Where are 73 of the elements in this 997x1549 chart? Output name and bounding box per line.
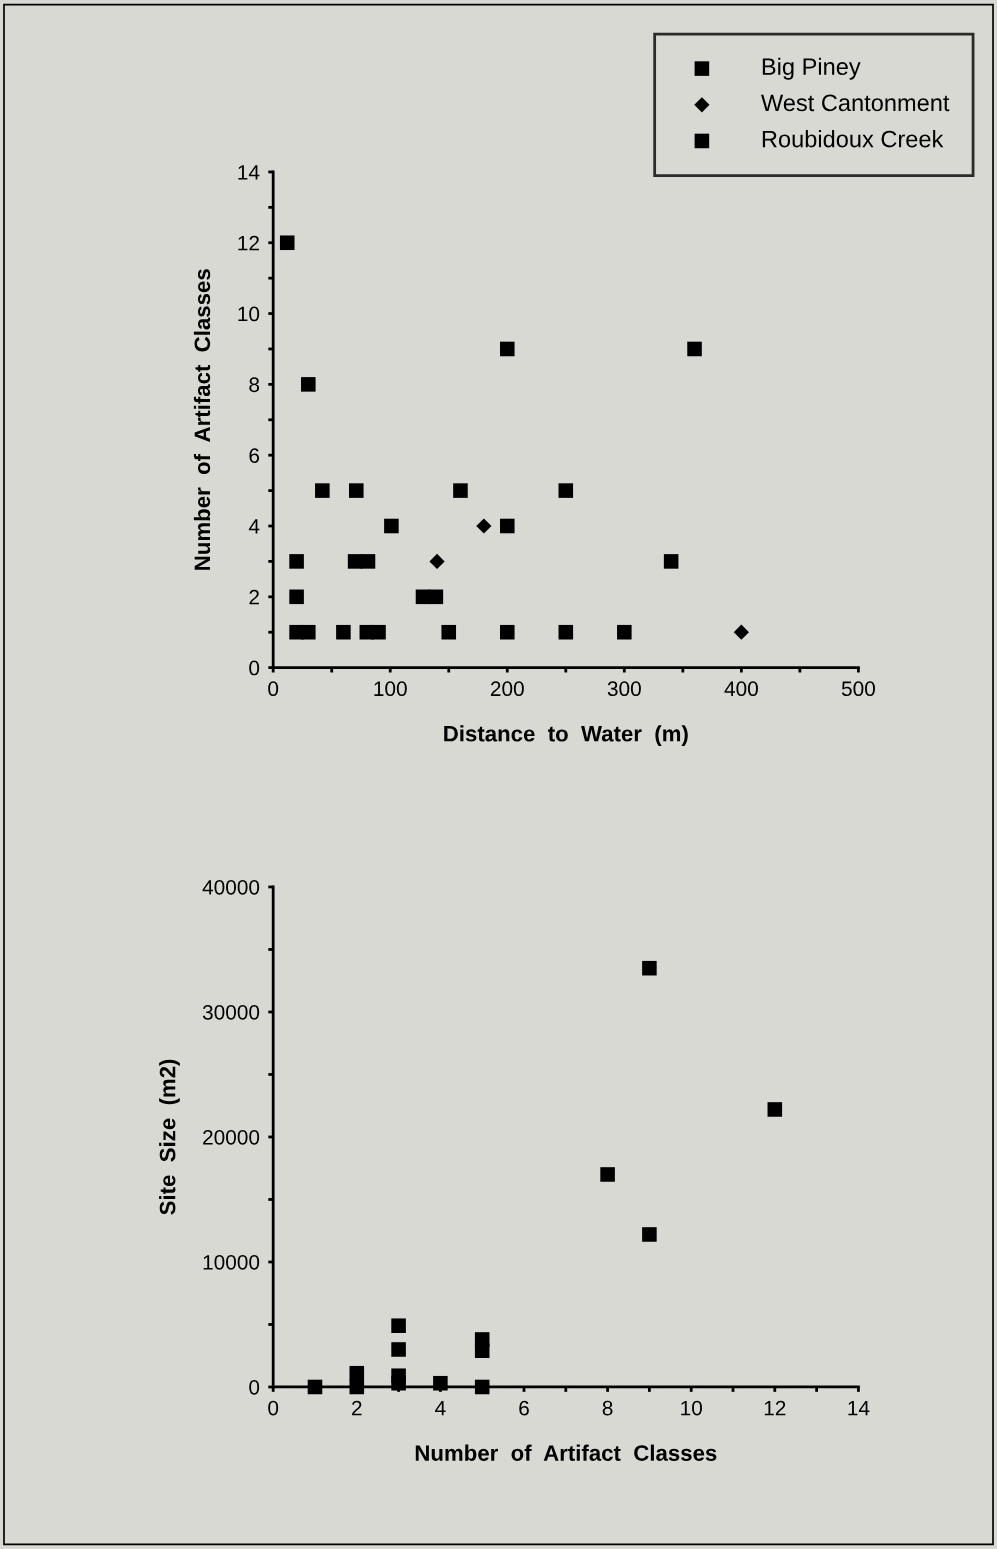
x-tick-label: 500 xyxy=(841,681,875,697)
y-tick-label: 20000 xyxy=(203,1129,260,1145)
point xyxy=(360,554,376,569)
x-tick-label: 0 xyxy=(268,681,279,697)
point xyxy=(429,553,445,570)
point xyxy=(558,483,574,498)
x-axis-title: Distance to Water (m) xyxy=(444,725,688,746)
point xyxy=(663,554,679,569)
y-tick-label: 30000 xyxy=(202,1004,260,1020)
point xyxy=(499,341,515,357)
point xyxy=(347,554,363,569)
x-tick-label: 12 xyxy=(764,1400,786,1416)
y-tick-label: 14 xyxy=(238,165,260,180)
point xyxy=(428,589,444,605)
point xyxy=(307,1379,323,1395)
point xyxy=(600,1167,615,1182)
y-tick-label: 10 xyxy=(238,306,260,322)
x-tick-label: 6 xyxy=(519,1400,529,1416)
point xyxy=(474,1379,490,1395)
legend-label: West Cantonment xyxy=(761,94,950,112)
point xyxy=(391,1318,406,1334)
x-tick-label: 300 xyxy=(607,681,641,697)
x-tick-label: 100 xyxy=(374,681,407,697)
point xyxy=(499,624,515,640)
point xyxy=(315,483,330,498)
y-axis-title: Number of Artifact Classes xyxy=(193,269,211,570)
point xyxy=(301,377,316,392)
y-tick-label: 6 xyxy=(249,448,260,463)
point xyxy=(476,518,492,534)
point xyxy=(441,624,457,640)
legend-label: Big Piney xyxy=(762,57,861,80)
y-tick-label: 2 xyxy=(249,589,259,605)
x-tick-label: 0 xyxy=(268,1400,279,1416)
x-tick-label: 400 xyxy=(724,681,758,697)
point xyxy=(349,1379,365,1395)
point xyxy=(336,624,351,640)
point xyxy=(289,589,304,605)
x-tick-label: 4 xyxy=(435,1400,446,1416)
point xyxy=(289,554,304,569)
point xyxy=(279,235,295,251)
point xyxy=(617,624,632,640)
legend-label: Roubidoux Creek xyxy=(762,130,944,148)
y-tick-label: 8 xyxy=(249,377,260,393)
point xyxy=(642,960,657,976)
x-axis-title: Number of Artifact Classes xyxy=(415,1444,717,1461)
y-tick-label: 0 xyxy=(249,660,260,676)
point xyxy=(391,1375,406,1391)
point xyxy=(499,518,515,534)
y-tick-label: 4 xyxy=(248,519,260,534)
y-axis-title: Site Size (m2) xyxy=(159,1059,180,1215)
point xyxy=(349,483,364,498)
point xyxy=(384,518,399,534)
point xyxy=(558,624,574,640)
point xyxy=(433,1375,448,1391)
x-tick-label: 8 xyxy=(602,1400,613,1416)
x-tick-label: 10 xyxy=(681,1400,702,1416)
point xyxy=(453,483,468,498)
y-tick-label: 40000 xyxy=(202,879,260,895)
point xyxy=(767,1102,783,1117)
point xyxy=(687,341,702,357)
point xyxy=(391,1342,406,1357)
point xyxy=(349,1365,365,1381)
point xyxy=(301,624,316,640)
x-tick-label: 200 xyxy=(490,681,524,697)
y-tick-label: 0 xyxy=(249,1379,260,1395)
point xyxy=(642,1227,657,1242)
y-tick-label: 10000 xyxy=(203,1254,260,1270)
x-tick-label: 14 xyxy=(848,1400,870,1416)
x-tick-label: 2 xyxy=(352,1400,362,1416)
y-tick-label: 12 xyxy=(238,235,259,251)
point xyxy=(371,624,386,640)
point xyxy=(733,624,749,640)
point xyxy=(474,1343,490,1359)
